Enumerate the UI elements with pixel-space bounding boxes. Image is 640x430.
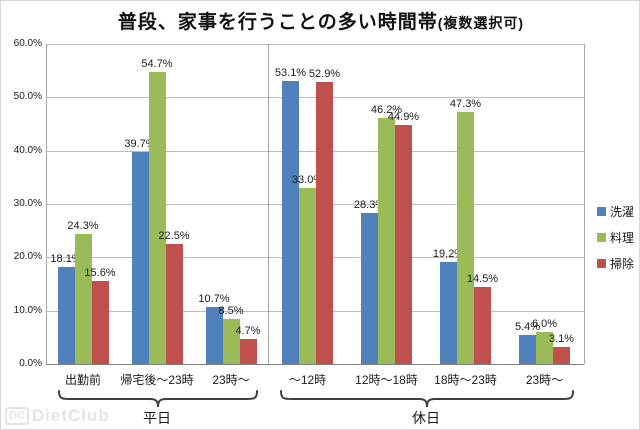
x-tick-label: 18時～23時 bbox=[434, 373, 497, 387]
legend-item-掃除: 掃除 bbox=[597, 255, 634, 272]
x-tick-label: 出勤前 bbox=[64, 373, 101, 387]
legend-swatch bbox=[597, 207, 606, 216]
x-tick-label: 帰宅後～23時 bbox=[120, 373, 194, 387]
chart-title-main: 普段、家事を行うことの多い時間帯 bbox=[117, 12, 438, 33]
y-tick-label: 0.0% bbox=[19, 358, 42, 369]
bar-group: 5.4% 6.0% 3.1% bbox=[505, 44, 584, 364]
bar-掃除: 52.9% bbox=[309, 68, 340, 364]
bar-value-label: 15.6% bbox=[84, 266, 116, 279]
bar-value-label: 10.7% bbox=[198, 292, 230, 305]
bar-洗濯: 39.7% bbox=[124, 138, 156, 364]
plot-border bbox=[584, 44, 585, 364]
bar-料理: 24.3% bbox=[67, 220, 99, 364]
bar-value-label: 46.2% bbox=[370, 103, 403, 116]
bar-掃除: 14.5% bbox=[467, 273, 498, 364]
bar-料理: 6.0% bbox=[532, 318, 557, 364]
bar-掃除: 44.9% bbox=[388, 111, 419, 364]
bar-value-label: 54.7% bbox=[141, 58, 173, 71]
x-axis-section: ～12時 12時～18時 18時～23時 23時～ bbox=[268, 371, 584, 388]
bar-value-label: 24.3% bbox=[67, 220, 99, 233]
section-label: 休日 bbox=[412, 410, 440, 426]
bar-group: 53.1% 33.0% 52.9% bbox=[268, 44, 347, 364]
x-axis-section: 出勤前 帰宅後～23時 23時～ bbox=[46, 371, 268, 388]
y-tick-label: 20.0% bbox=[13, 251, 42, 263]
bar-group: 19.2% 47.3% 14.5% bbox=[426, 44, 505, 364]
bar-掃除: 15.6% bbox=[84, 267, 116, 364]
plot-border bbox=[268, 44, 269, 364]
bar-group: 39.7% 54.7% 22.5% bbox=[120, 44, 194, 364]
bar-掃除: 22.5% bbox=[158, 230, 190, 364]
watermark-logo-icon: DC bbox=[5, 407, 29, 425]
gridline bbox=[46, 44, 584, 45]
y-tick-label: 30.0% bbox=[13, 198, 42, 209]
watermark: DC DietClub bbox=[5, 406, 110, 426]
bar-value-label: 5.4% bbox=[514, 321, 541, 334]
x-tick-label: 23時～ bbox=[212, 373, 250, 387]
bar-value-label: 47.3% bbox=[449, 97, 482, 110]
gridline bbox=[46, 364, 584, 365]
bar-掃除: 4.7% bbox=[235, 325, 261, 364]
bar-value-label: 44.9% bbox=[387, 110, 420, 123]
bar-value-label: 28.3% bbox=[353, 199, 386, 212]
bar-value-label: 14.5% bbox=[466, 272, 499, 285]
legend-swatch bbox=[597, 259, 606, 268]
bar-value-label: 3.1% bbox=[548, 333, 575, 346]
bar-group: 10.7% 8.5% 4.7% bbox=[194, 44, 268, 364]
bar-洗濯: 5.4% bbox=[515, 321, 540, 364]
section-平日: 18.1% 24.3% 15.6% 39.7% 54.7% 22.5% 10.7% 8.5% 4… bbox=[46, 44, 268, 364]
bar-value-label: 39.7% bbox=[124, 138, 156, 151]
legend-label: 料理 bbox=[610, 231, 635, 245]
bar-料理: 46.2% bbox=[371, 104, 402, 364]
bar-value-label: 52.9% bbox=[308, 67, 341, 80]
legend: 洗濯 料理 掃除 bbox=[597, 203, 634, 281]
section-label: 平日 bbox=[143, 410, 171, 426]
gridline bbox=[46, 97, 584, 99]
brace-平日 bbox=[58, 390, 258, 408]
y-tick-label: 10.0% bbox=[13, 304, 42, 316]
legend-item-料理: 料理 bbox=[597, 229, 634, 246]
x-tick-label: 12時～18時 bbox=[355, 373, 418, 387]
y-tick-label: 50.0% bbox=[13, 91, 42, 103]
bar-洗濯: 10.7% bbox=[198, 293, 230, 364]
gridline bbox=[46, 150, 584, 152]
bar-value-label: 8.5% bbox=[218, 304, 244, 317]
plot-border bbox=[46, 44, 47, 364]
bar-料理: 33.0% bbox=[292, 174, 323, 364]
section-休日: 53.1% 33.0% 52.9% 28.3% 46.2% 44.9% 19.2% 47.3%… bbox=[268, 44, 584, 364]
chart-title: 普段、家事を行うことの多い時間帯(複数選択可) bbox=[1, 7, 639, 34]
legend-swatch bbox=[597, 233, 606, 242]
x-axis-labels: 出勤前 帰宅後～23時 23時～ ～12時 12時～18時 18時～23時 23時～ bbox=[46, 371, 584, 388]
bar-value-label: 22.5% bbox=[158, 230, 190, 242]
bar-料理: 8.5% bbox=[218, 305, 244, 364]
bar-料理: 47.3% bbox=[450, 98, 481, 364]
bar-洗濯: 28.3% bbox=[354, 199, 385, 364]
bar-value-label: 6.0% bbox=[531, 318, 558, 330]
bar-group: 18.1% 24.3% 15.6% bbox=[46, 44, 120, 364]
x-tick-label: 23時～ bbox=[525, 373, 564, 387]
bar-掃除: 3.1% bbox=[549, 333, 574, 364]
bar-value-label: 18.1% bbox=[50, 253, 82, 266]
bar-value-label: 33.0% bbox=[291, 174, 324, 186]
bar-value-label: 19.2% bbox=[432, 247, 465, 260]
bar-value-label: 53.1% bbox=[274, 66, 307, 79]
bar-洗濯: 19.2% bbox=[433, 248, 464, 364]
y-tick-label: 60.0% bbox=[13, 38, 42, 49]
legend-label: 掃除 bbox=[610, 257, 635, 271]
bar-料理: 54.7% bbox=[141, 58, 173, 364]
plot-area: 18.1% 24.3% 15.6% 39.7% 54.7% 22.5% 10.7% 8.5% 4… bbox=[46, 44, 584, 364]
x-tick-label: ～12時 bbox=[288, 373, 327, 387]
chart-title-note: (複数選択可) bbox=[437, 15, 525, 31]
legend-label: 洗濯 bbox=[610, 205, 635, 219]
watermark-text: DietClub bbox=[31, 406, 110, 425]
bar-group: 28.3% 46.2% 44.9% bbox=[347, 44, 426, 364]
bar-洗濯: 53.1% bbox=[275, 67, 306, 364]
brace-休日 bbox=[280, 390, 574, 408]
bar-洗濯: 18.1% bbox=[50, 253, 82, 364]
bar-value-label: 4.7% bbox=[235, 324, 261, 337]
legend-item-洗濯: 洗濯 bbox=[597, 203, 634, 220]
y-tick-label: 40.0% bbox=[13, 144, 42, 156]
